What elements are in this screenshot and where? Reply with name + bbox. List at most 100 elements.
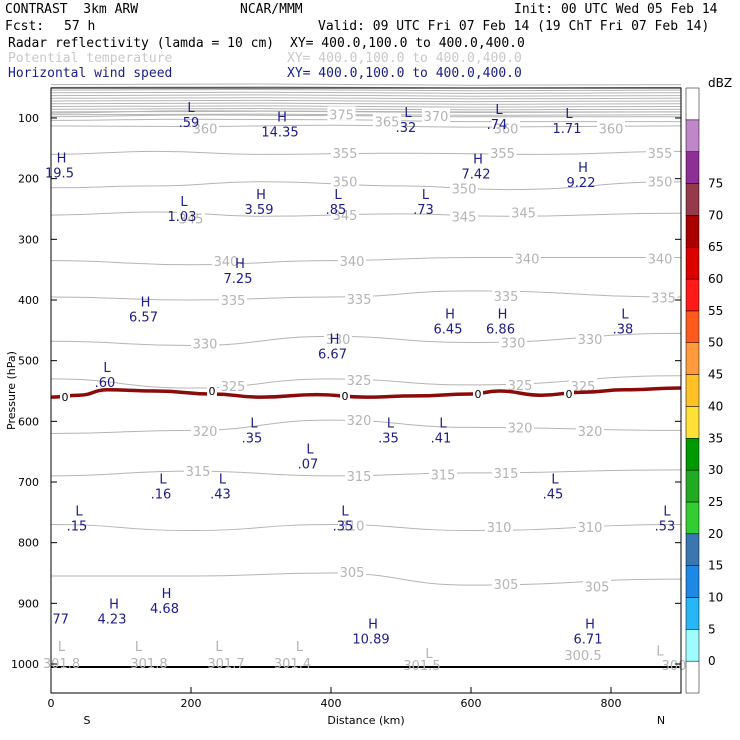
surface-theta-label: 300.5 [564,649,601,664]
surface-low-marker: L [58,640,66,655]
wind-extremum-type: H [498,307,508,322]
theta-label: 345 [452,210,477,225]
colorbar-swatch [685,469,700,503]
theta-label-bg [450,180,478,195]
colorbar-level-label: 5 [708,622,716,636]
wind-extremum-type: H [585,617,595,632]
theta-label-bg [450,208,478,223]
theta-label-bg [429,466,457,481]
theta-label: 355 [333,147,358,162]
colorbar-level-label: 55 [708,304,723,318]
theta-contour-line [50,257,681,266]
theta-label-bg [191,120,219,135]
wind-extremum-type: H [445,307,455,322]
wind-extremum-value: .45 [543,487,564,502]
wind-extremum-value: .59 [179,116,200,131]
theta-label-bg [646,250,674,265]
x-axis-title: Distance (km) [327,714,404,727]
theta-label: 320 [578,425,603,440]
colorbar-swatch [685,629,700,662]
theta-label-bg [646,173,674,188]
colorbar-swatch [685,310,700,343]
theta-label: 350 [333,176,358,191]
wind-extremum-type: L [404,106,412,121]
theta-label: 340 [648,253,673,268]
theta-label: 350 [452,182,477,197]
theta-label-bg [191,335,219,350]
wind-extremum-type: L [621,307,629,322]
axes: 100 200 300 400 500 600 700 800 900 1000 0 200 400 60… [5,112,681,727]
theta-label-bg [422,108,450,123]
y-tick-label: 600 [18,415,39,428]
x-tick-label: 200 [181,697,202,710]
theta-label: 360 [599,122,624,137]
theta-contour-line [50,108,682,111]
theta-label: 310 [340,520,365,535]
theta-label: 350 [648,176,673,191]
colorbar: dBZ 0 5 10 15 20 25 30 35 40 45 50 55 60 65 70 75 [685,76,732,694]
colorbar-level-label: 20 [708,527,723,541]
wind-extremum-type: L [103,361,111,376]
wind-extremum-value: 4.23 [98,612,127,627]
theta-label: 305 [494,578,519,593]
theta-label-bg [506,376,534,391]
theta-label: 365 [375,116,400,131]
wind-extremum-type: L [306,443,314,458]
wind-extremum-type: L [439,417,447,432]
x-tick-label: 400 [321,697,342,710]
theta-label-bg [345,290,373,305]
wind-extremum-type: L [551,472,559,487]
theta-label: 360 [193,122,218,137]
theta-label: 315 [347,470,372,485]
wind-extremum-value: 1.03 [168,210,197,225]
surface-low-marker: L [425,647,433,662]
colorbar-swatch [685,183,700,216]
y-tick-label: 300 [18,233,39,246]
surface-low-marker: L [296,640,304,655]
theta-contour-line [50,113,682,116]
wind-extremum-type: H [277,110,287,125]
theta-label-bg [488,145,517,160]
wind-extremum-value: 6.57 [129,310,158,325]
theta-label-bg [492,575,520,590]
colorbar-level-label: 65 [708,240,723,254]
zero-contour-label: 0 [475,388,482,401]
x-tick-label: 600 [461,697,482,710]
wind-extremum-type: H [330,332,340,347]
theta-label-bg [506,419,534,434]
theta-label: 345 [333,209,358,224]
theta-label-bg [509,204,538,219]
theta-label-bg [177,210,205,225]
theta-label: 340 [214,255,239,270]
wind-extremum-type: L [663,505,671,520]
wind-extremum-value: 6.45 [434,322,463,337]
theta-label-bg [576,423,604,438]
wind-extremum-type: L [180,195,188,210]
wind-extremum-value: .32 [396,121,417,136]
theta-contour-line [50,118,681,123]
wind-extremum-value: 19.5 [45,167,74,182]
colorbar-level-label: 25 [708,495,723,509]
theta-label-bg [576,518,604,533]
theta-label: 335 [494,290,519,305]
colorbar-swatch [685,533,700,566]
wind-extremum-type: L [187,101,195,116]
model-title: CONTRAST 3km ARW [5,2,139,17]
colorbar-swatch [685,597,700,630]
theta-label-bg [324,330,352,345]
wind-extremum-value: .15 [67,520,88,535]
theta-label-bg [576,330,604,345]
theta-label-bg [331,173,359,188]
theta-label: 335 [347,293,372,308]
field1-name: Radar reflectivity (lamda = 10 cm) [8,36,275,51]
zero-contour-label: 0 [62,391,69,404]
y-axis-title: Pressure (hPa) [5,351,18,430]
wind-extremum-value: 3.59 [245,203,274,218]
theta-label: 370 [424,110,449,125]
theta-contours: 375 365 370 360 360 360 355 355 355 350 350 350 345 3… [50,83,682,595]
surface-theta-label: 301.7 [207,657,244,672]
center-title: NCAR/MMM [240,2,303,17]
y-tick-label: 200 [18,173,39,186]
y-tick-label: 1000 [11,658,39,671]
wind-extremum-type: H [473,153,483,168]
